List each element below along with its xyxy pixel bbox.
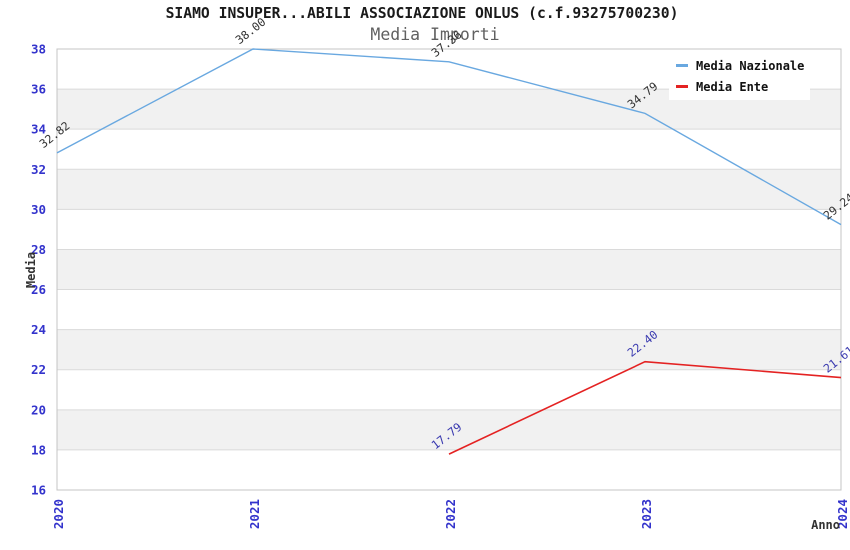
legend-label-media-ente: Media Ente xyxy=(696,79,769,94)
series-line xyxy=(56,48,842,226)
y-axis-title: Media xyxy=(24,252,38,288)
y-tick-label: 32 xyxy=(31,162,46,177)
point-label: 38.00 xyxy=(233,15,269,47)
legend-item-media-ente: Media Ente xyxy=(676,80,810,94)
y-tick-label: 34 xyxy=(31,122,46,137)
x-axis-ticks: 2020 2021 2022 2023 2024 xyxy=(51,499,850,529)
y-tick-label: 36 xyxy=(31,82,46,97)
y-tick-label: 26 xyxy=(31,282,46,297)
chart-title: SIAMO INSUPER...ABILI ASSOCIAZIONE ONLUS… xyxy=(165,5,679,22)
y-tick-label: 16 xyxy=(31,483,46,498)
y-tick-label: 18 xyxy=(31,442,46,457)
x-tick-label: 2021 xyxy=(247,499,262,529)
y-tick-label: 22 xyxy=(31,362,46,377)
chart-subtitle: Media Importi xyxy=(370,25,500,44)
y-tick-label: 30 xyxy=(31,202,46,217)
legend-item-media-nazionale: Media Nazionale xyxy=(676,59,810,73)
plot-bands xyxy=(57,89,841,450)
line-swatch-icon xyxy=(676,85,688,88)
line-swatch-icon xyxy=(676,64,688,67)
y-tick-label: 28 xyxy=(31,242,46,257)
x-axis-title: Anno xyxy=(811,518,840,532)
legend-label-media-nazionale: Media Nazionale xyxy=(696,58,805,73)
y-tick-label: 24 xyxy=(31,322,46,337)
x-tick-label: 2020 xyxy=(51,499,66,529)
y-tick-label: 38 xyxy=(31,42,46,57)
series-line xyxy=(448,360,842,455)
legend: Media Nazionale Media Ente xyxy=(669,52,810,100)
y-axis-ticks: 38 36 34 32 30 28 26 24 22 20 18 16 xyxy=(31,42,46,498)
y-tick-label: 20 xyxy=(31,402,46,417)
x-tick-label: 2024 xyxy=(835,499,850,529)
point-label: 37.36 xyxy=(429,27,465,59)
x-tick-label: 2022 xyxy=(443,499,458,529)
x-tick-label: 2023 xyxy=(639,499,654,529)
plot-border xyxy=(56,48,842,491)
